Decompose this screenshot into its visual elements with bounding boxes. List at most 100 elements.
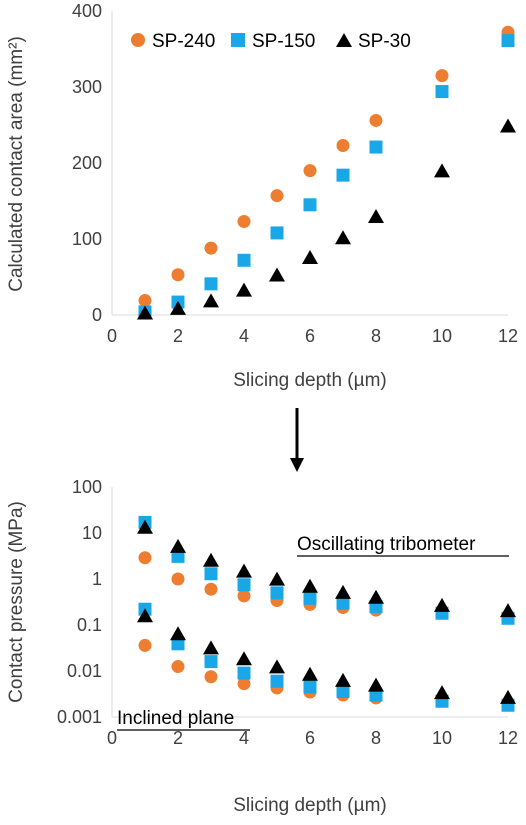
- contact-pressure-y-ticks: 0.001 0.01 0.1 1 10 100: [57, 477, 102, 727]
- data-point-sp-30: [269, 267, 285, 282]
- data-point-sp-150: [336, 684, 350, 698]
- data-point-sp-30: [203, 552, 219, 567]
- data-point-sp-240: [138, 551, 152, 565]
- data-point-sp-30: [434, 597, 450, 612]
- legend-marker-sp-240: [131, 33, 145, 47]
- data-point-sp-240: [171, 572, 185, 586]
- data-point-sp-150: [270, 674, 284, 688]
- data-point-sp-240: [237, 215, 251, 229]
- contact-area-x-ticks: 0 2 4 6 8 10 12: [107, 326, 518, 346]
- legend-marker-sp-30: [336, 33, 352, 47]
- contact-pressure-x-tick-label: 6: [305, 728, 315, 748]
- data-point-sp-30: [500, 689, 516, 704]
- data-point-sp-30: [170, 300, 186, 315]
- data-point-sp-30: [236, 651, 252, 666]
- data-point-sp-150: [303, 198, 317, 212]
- data-point-sp-30: [302, 666, 318, 681]
- legend: SP-240 SP-150 SP-30: [131, 31, 411, 52]
- data-point-sp-30: [500, 603, 516, 618]
- data-point-sp-30: [170, 538, 186, 553]
- contact-area-series-sp-240: [138, 25, 515, 308]
- legend-label-sp-30: SP-30: [358, 31, 411, 52]
- data-point-sp-30: [203, 293, 219, 308]
- legend-marker-sp-150: [231, 33, 245, 47]
- contact-area-series-sp-30: [137, 118, 516, 320]
- data-point-sp-150: [501, 34, 515, 48]
- data-point-sp-30: [368, 208, 384, 223]
- contact-area-x-tick-label: 8: [371, 326, 381, 346]
- data-point-sp-240: [204, 582, 218, 596]
- data-point-sp-150: [204, 277, 218, 291]
- contact-area-y-tick-label: 100: [72, 229, 102, 249]
- contact-area-chart: 0 2 4 6 8 10 12 0 100 200 300 400 Slicing depth (µ…: [6, 1, 518, 391]
- contact-area-y-ticks: 0 100 200 300 400: [72, 1, 102, 325]
- contact-area-y-tick-label: 200: [72, 153, 102, 173]
- contact-pressure-y-tick-label: 0.001: [57, 707, 102, 727]
- data-point-sp-30: [236, 282, 252, 297]
- contact-pressure-x-tick-label: 10: [432, 728, 452, 748]
- contact-pressure-x-axis-title: Slicing depth (µm): [233, 795, 387, 816]
- contact-pressure-y-tick-label: 0.1: [77, 615, 102, 635]
- contact-pressure-x-tick-label: 4: [239, 728, 249, 748]
- contact-pressure-x-tick-label: 0: [107, 728, 117, 748]
- contact-area-x-tick-label: 10: [432, 326, 452, 346]
- contact-pressure-y-tick-label: 10: [82, 523, 102, 543]
- contact-area-x-tick-label: 2: [173, 326, 183, 346]
- data-point-sp-30: [368, 677, 384, 692]
- contact-pressure-x-tick-label: 8: [371, 728, 381, 748]
- data-point-sp-150: [369, 688, 383, 702]
- contact-area-x-axis-title: Slicing depth (µm): [233, 370, 387, 391]
- annotation-oscillating-tribometer: Oscillating tribometer: [297, 534, 509, 557]
- contact-area-y-axis-title: Calculated contact area (mm²): [6, 36, 27, 292]
- down-arrow-icon: [290, 408, 304, 472]
- data-point-sp-240: [435, 69, 449, 83]
- data-point-sp-150: [204, 567, 218, 581]
- data-point-sp-30: [335, 672, 351, 687]
- data-point-sp-150: [270, 226, 284, 240]
- annotation-inclined-plane-label: Inclined plane: [117, 708, 234, 729]
- contact-area-x-tick-label: 6: [305, 326, 315, 346]
- contact-area-series-sp-150: [138, 34, 515, 319]
- contact-pressure-series-sp-30-inclined-plane: [137, 608, 516, 704]
- data-point-sp-30: [236, 563, 252, 578]
- contact-area-x-tick-label: 0: [107, 326, 117, 346]
- data-point-sp-240: [336, 139, 350, 153]
- data-point-sp-240: [171, 268, 185, 282]
- data-point-sp-30: [302, 250, 318, 264]
- data-point-sp-240: [369, 113, 383, 127]
- contact-pressure-series-sp-240-inclined-plane: [138, 638, 515, 711]
- contact-pressure-x-tick-label: 12: [498, 728, 518, 748]
- contact-pressure-x-ticks: 0 2 4 6 8 10 12: [107, 728, 518, 748]
- contact-area-y-tick-label: 0: [92, 305, 102, 325]
- data-point-sp-240: [204, 241, 218, 255]
- data-point-sp-30: [269, 659, 285, 674]
- data-point-sp-150: [171, 637, 185, 651]
- annotation-oscillating-tribometer-label: Oscillating tribometer: [297, 534, 476, 555]
- data-point-sp-30: [335, 584, 351, 599]
- contact-pressure-y-axis-title: Contact pressure (MPa): [6, 501, 27, 703]
- data-point-sp-150: [369, 140, 383, 154]
- contact-pressure-series-sp-150-oscillating-tribometer: [138, 515, 515, 625]
- legend-label-sp-150: SP-150: [252, 31, 315, 52]
- contact-pressure-plot-area: [111, 487, 516, 718]
- contact-area-y-tick-label: 400: [72, 1, 102, 21]
- contact-area-x-tick-label: 4: [239, 326, 249, 346]
- data-point-sp-30: [137, 305, 153, 320]
- data-point-sp-30: [137, 519, 153, 534]
- data-point-sp-240: [237, 589, 251, 603]
- data-point-sp-150: [237, 578, 251, 592]
- data-point-sp-30: [335, 230, 351, 245]
- data-point-sp-150: [303, 680, 317, 694]
- data-point-sp-150: [237, 253, 251, 267]
- contact-pressure-series-sp-30-oscillating-tribometer: [137, 519, 516, 618]
- contact-area-x-tick-label: 12: [498, 326, 518, 346]
- data-point-sp-150: [237, 666, 251, 680]
- data-point-sp-30: [137, 608, 153, 623]
- contact-pressure-series-sp-150-inclined-plane: [138, 602, 515, 712]
- data-point-sp-30: [368, 589, 384, 604]
- data-point-sp-240: [171, 660, 185, 674]
- contact-pressure-x-tick-label: 2: [173, 728, 183, 748]
- data-point-sp-240: [204, 670, 218, 684]
- contact-area-y-tick-label: 300: [72, 77, 102, 97]
